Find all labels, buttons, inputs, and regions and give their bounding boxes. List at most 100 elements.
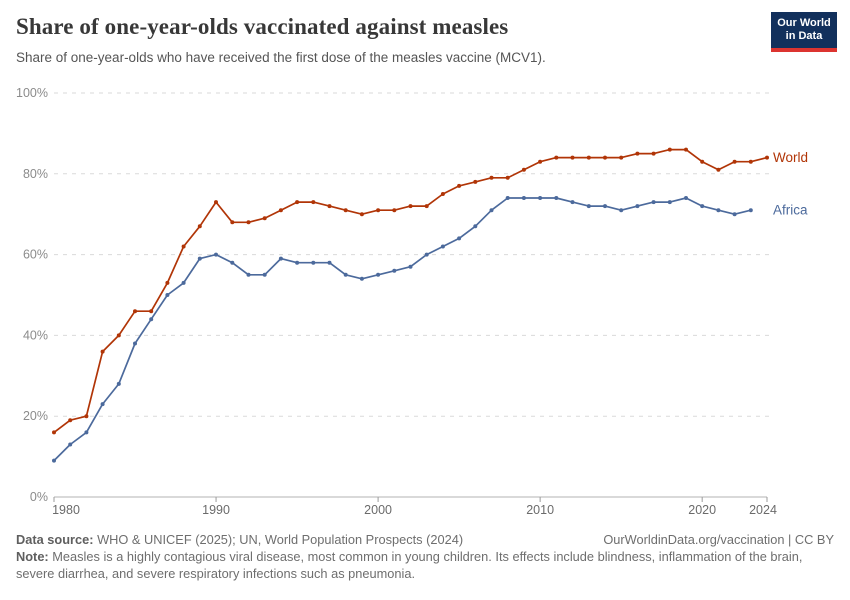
world-point xyxy=(52,430,56,435)
world-point xyxy=(116,333,121,338)
y-tick-label: 20% xyxy=(23,409,48,423)
africa-point xyxy=(165,293,170,297)
world-point xyxy=(68,418,73,423)
africa-point xyxy=(538,196,543,200)
page-subtitle: Share of one-year-olds who have received… xyxy=(16,50,546,65)
africa-point xyxy=(619,208,624,213)
africa-point xyxy=(440,244,445,249)
world-point xyxy=(765,155,769,160)
africa-point xyxy=(343,272,348,277)
world-point xyxy=(716,167,721,172)
africa-point xyxy=(392,268,397,273)
world-point xyxy=(603,155,607,160)
world-point xyxy=(521,167,526,172)
africa-point xyxy=(748,208,753,213)
x-tick-label: 1980 xyxy=(52,503,80,517)
africa-point xyxy=(278,256,283,261)
africa-point xyxy=(295,260,300,265)
africa-point xyxy=(505,196,510,200)
africa-point xyxy=(473,224,478,229)
world-point xyxy=(278,208,283,213)
world-point xyxy=(586,155,591,160)
world-point xyxy=(554,155,559,160)
world-point xyxy=(392,208,397,213)
world-line xyxy=(53,148,768,434)
world-point xyxy=(311,200,316,205)
x-tick-label: 2000 xyxy=(364,503,392,517)
world-point xyxy=(651,151,656,156)
x-tick-label: 1990 xyxy=(202,503,230,517)
world-point xyxy=(230,220,235,225)
world-point xyxy=(100,349,105,354)
owid-logo[interactable]: Our World in Data xyxy=(771,12,837,52)
africa-point xyxy=(133,341,137,346)
world-point xyxy=(570,155,575,160)
world-point xyxy=(457,183,462,188)
africa-point xyxy=(424,252,429,257)
footer-right: OurWorldinData.org/vaccination | CC BY xyxy=(603,531,834,548)
africa-point xyxy=(359,276,364,281)
africa-point xyxy=(489,208,494,213)
africa-point xyxy=(376,272,381,277)
africa-point xyxy=(554,196,559,200)
world-point xyxy=(700,159,705,164)
data-source-text: Data source: WHO & UNICEF (2025); UN, Wo… xyxy=(16,532,464,547)
world-point xyxy=(440,192,445,196)
y-tick-label: 60% xyxy=(23,248,48,262)
series-world: World xyxy=(52,147,808,435)
x-tick-label: 2024 xyxy=(749,503,777,517)
africa-point xyxy=(408,264,413,269)
world-point xyxy=(295,200,300,205)
series-label-world[interactable]: World xyxy=(773,150,808,165)
chart-footer: Data source: WHO & UNICEF (2025); UN, Wo… xyxy=(16,531,834,582)
world-point xyxy=(133,309,137,314)
africa-point xyxy=(732,212,737,217)
africa-line xyxy=(53,197,752,462)
africa-point xyxy=(635,204,640,209)
y-tick-label: 40% xyxy=(23,328,48,342)
world-point xyxy=(473,179,478,184)
owid-url-link[interactable]: OurWorldinData.org/vaccination xyxy=(603,532,785,547)
africa-point xyxy=(586,204,591,209)
africa-point xyxy=(214,252,218,257)
africa-point xyxy=(84,430,89,435)
world-point xyxy=(408,204,413,209)
world-point xyxy=(424,204,429,209)
world-point xyxy=(214,200,218,205)
africa-point xyxy=(327,260,332,265)
y-tick-label: 80% xyxy=(23,167,48,181)
world-point xyxy=(359,212,364,217)
license-text: | CC BY xyxy=(784,532,834,547)
page-title: Share of one-year-olds vaccinated agains… xyxy=(16,14,509,39)
africa-point xyxy=(521,196,526,200)
world-point xyxy=(732,159,737,164)
africa-point xyxy=(197,256,202,261)
note-text: Note: Measles is a highly contagious vir… xyxy=(16,549,803,581)
africa-point xyxy=(149,317,154,322)
world-point xyxy=(327,204,332,209)
africa-point xyxy=(116,381,121,386)
x-axis: 1980 1990 2000 2010 2020 2024 xyxy=(52,496,777,517)
world-point xyxy=(165,280,170,285)
africa-point xyxy=(700,204,705,209)
africa-point xyxy=(570,200,575,205)
world-point xyxy=(262,216,267,221)
africa-point xyxy=(52,458,56,463)
world-point xyxy=(149,309,154,314)
africa-point xyxy=(181,280,186,285)
owid-logo-line1: Our World xyxy=(777,16,831,29)
world-point xyxy=(684,147,688,152)
series-label-africa[interactable]: Africa xyxy=(773,203,808,218)
world-point xyxy=(748,159,753,164)
africa-point xyxy=(651,200,656,205)
africa-point xyxy=(457,236,462,241)
world-point xyxy=(619,155,624,160)
africa-point xyxy=(230,260,235,265)
world-point xyxy=(84,414,89,419)
world-point xyxy=(489,175,494,180)
africa-point xyxy=(262,272,267,277)
world-point xyxy=(197,224,202,229)
world-point xyxy=(667,147,672,152)
